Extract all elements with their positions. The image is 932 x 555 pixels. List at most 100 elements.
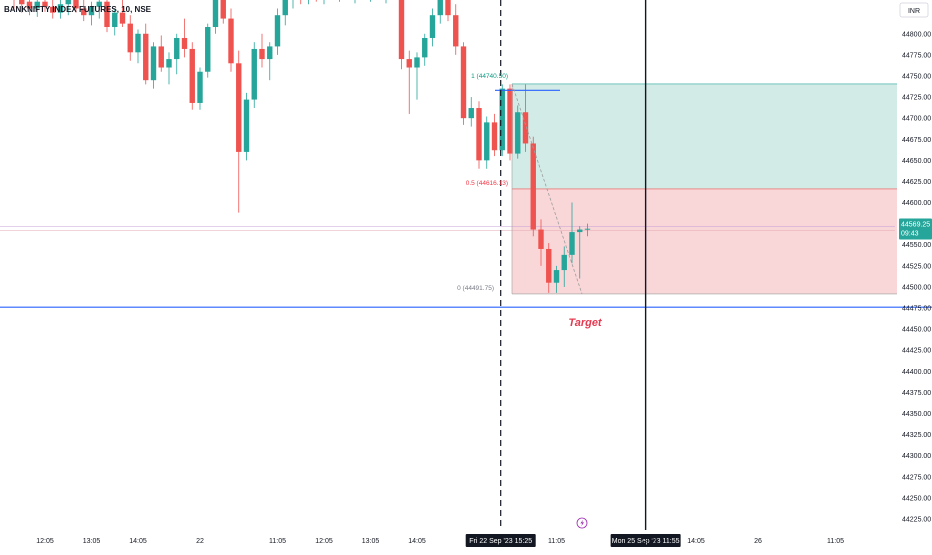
candle-body [166,59,172,68]
x-tick-label: 14:05 [408,538,426,545]
candle-body [50,6,56,13]
y-tick-label: 44350.00 [902,411,931,418]
candle-body [515,112,521,154]
candle-body [422,37,428,58]
candle-body [406,59,412,68]
y-tick-label: 44650.00 [902,158,931,165]
y-tick-label: 44700.00 [902,116,931,123]
candle-body [65,0,71,5]
vertical-line-label-bg [465,534,536,547]
y-tick-label: 44325.00 [902,432,931,439]
candle-body [228,18,234,64]
x-tick-label: 13:05 [362,538,380,545]
x-tick-label: 13:05 [641,538,659,545]
x-tick-label: 22 [196,538,204,545]
candle-body [181,37,188,49]
fib-trendline[interactable] [511,83,583,295]
candle-body [236,63,242,152]
candle-body [414,57,420,68]
y-tick-label: 44600.00 [902,200,931,207]
candle-body [57,4,64,13]
x-tick-label: 13:05 [83,538,101,545]
y-tick-label: 44475.00 [902,306,931,313]
candle-body [96,1,102,7]
candle-body [189,48,195,103]
candle-body [507,88,513,154]
y-tick-label: 44450.00 [902,327,931,334]
candle-body [453,15,459,47]
candle-body [135,33,141,53]
x-tick-label: 14:05 [129,538,147,545]
vertical-line-label: Fri 22 Sep '23 15:25 [469,538,532,545]
candle-body [577,229,583,233]
y-tick-label: 44375.00 [902,390,931,397]
x-tick-label: 11:05 [269,538,286,545]
y-tick-label: 44400.00 [902,369,931,376]
candle-body [429,15,436,38]
candle-body [530,143,536,230]
y-tick-label: 44275.00 [902,474,931,481]
candle-body [26,1,33,9]
profit-zone[interactable] [512,83,897,189]
candle-body [499,88,505,151]
last-price: 44569.25 [901,221,930,228]
x-tick-label: 12:05 [315,538,333,545]
y-tick-label: 44775.00 [902,52,931,59]
y-tick-label: 44550.00 [902,242,931,249]
candle-body [522,112,529,144]
fib-level-0-label: 0 (44491.75) [457,285,494,292]
y-tick-label: 44250.00 [902,495,931,502]
candle-body [484,122,490,161]
candle-body [174,37,180,60]
price-badge: 44569.25 09:43 [899,218,932,240]
candle-body [445,0,451,16]
candle-body [42,1,48,7]
candle-body [437,0,443,16]
y-tick-label: 44800.00 [902,31,931,38]
candle-body [274,15,281,47]
x-tick-label: 14:05 [687,538,705,545]
candle-body [468,108,474,119]
candle-body [34,1,40,9]
y-tick-label: 44725.00 [902,95,931,102]
candle-body [19,0,25,5]
y-tick-label: 44525.00 [902,263,931,270]
candle-body [460,46,467,119]
candle-body [282,0,288,16]
candle-body [251,48,257,100]
x-tick-label: 12:05 [36,538,54,545]
candle-body [584,228,591,230]
candle-body [143,33,149,81]
candle-body [112,12,118,28]
candle-body [491,122,498,151]
currency-box[interactable]: INR [899,2,929,18]
candle-body [476,108,482,161]
x-tick-label: 11:05 [827,538,844,545]
candle-body [220,0,226,19]
candle-body [259,48,265,60]
x-tick-label: 11:05 [548,538,565,545]
candle-body [398,0,405,60]
candle-body [104,1,110,28]
y-tick-label: 44425.00 [902,348,931,355]
candle-body [267,46,273,60]
candle-body [158,46,164,68]
candle-body [561,254,567,271]
lightning-icon[interactable] [576,517,588,529]
candle-body [150,46,157,81]
y-tick-label: 44675.00 [902,137,931,144]
y-tick-label: 44300.00 [902,453,931,460]
y-tick-label: 44750.00 [902,73,931,80]
candle-body [81,8,87,16]
x-tick-label: 26 [754,538,762,545]
candle-body [538,229,544,249]
candle-body [119,12,126,24]
fib-level-0.5-label: 0.5 (44616.13) [466,180,508,187]
candle-body [205,27,211,72]
candle-body [212,0,219,28]
fib-level-1-label: 1 (44740.50) [471,73,508,80]
currency-label: INR [908,8,920,15]
countdown: 09:43 [901,230,919,237]
